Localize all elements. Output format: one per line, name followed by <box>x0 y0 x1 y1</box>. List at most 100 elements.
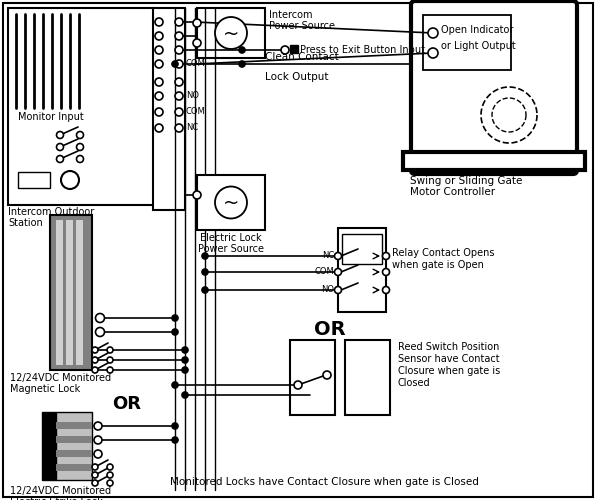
Circle shape <box>172 329 178 335</box>
Circle shape <box>175 92 183 100</box>
Text: Power Source: Power Source <box>198 244 264 254</box>
Circle shape <box>92 480 98 486</box>
Text: Clean Contact: Clean Contact <box>265 52 339 62</box>
Circle shape <box>383 286 390 294</box>
Circle shape <box>193 191 201 199</box>
Bar <box>66 220 73 365</box>
Text: NC: NC <box>186 124 198 132</box>
Circle shape <box>155 46 163 54</box>
Circle shape <box>155 60 163 68</box>
Circle shape <box>172 61 178 67</box>
Bar <box>423 15 511 70</box>
Circle shape <box>107 480 113 486</box>
Bar <box>197 8 265 58</box>
Bar <box>56 412 92 480</box>
Bar <box>197 175 265 230</box>
Bar <box>56 436 92 443</box>
Circle shape <box>57 132 64 138</box>
Circle shape <box>57 156 64 162</box>
Bar <box>338 228 386 312</box>
Circle shape <box>107 472 113 478</box>
Bar <box>56 220 63 365</box>
Text: OR: OR <box>112 395 141 413</box>
Text: NC: NC <box>322 252 334 260</box>
Bar <box>290 45 298 53</box>
Text: Reed Switch Position: Reed Switch Position <box>398 342 499 352</box>
Text: Motor Controller: Motor Controller <box>410 187 495 197</box>
Circle shape <box>57 144 64 150</box>
Bar <box>50 215 92 370</box>
Bar <box>76 220 83 365</box>
Bar <box>153 8 185 210</box>
Circle shape <box>334 252 342 260</box>
Text: 12/24VDC Monitored: 12/24VDC Monitored <box>10 373 111 383</box>
Circle shape <box>281 46 289 54</box>
Circle shape <box>175 108 183 116</box>
Text: Sensor have Contact: Sensor have Contact <box>398 354 499 364</box>
Bar <box>56 450 92 457</box>
Text: Swing or Sliding Gate: Swing or Sliding Gate <box>410 176 522 186</box>
Text: or Light Output: or Light Output <box>441 41 516 51</box>
Circle shape <box>76 156 83 162</box>
Circle shape <box>193 39 201 47</box>
Bar <box>42 412 56 480</box>
Text: ~: ~ <box>223 24 239 44</box>
Circle shape <box>155 78 163 86</box>
Text: Closed: Closed <box>398 378 431 388</box>
Circle shape <box>95 328 104 336</box>
Circle shape <box>172 382 178 388</box>
Text: NO: NO <box>321 286 334 294</box>
Bar <box>8 8 155 205</box>
Circle shape <box>428 48 438 58</box>
Circle shape <box>202 269 208 275</box>
Text: Press to Exit Button Input: Press to Exit Button Input <box>300 45 425 55</box>
Bar <box>18 172 50 188</box>
Circle shape <box>92 347 98 353</box>
Text: Intercom Outdoor: Intercom Outdoor <box>8 207 94 217</box>
Circle shape <box>182 392 188 398</box>
Circle shape <box>428 28 438 38</box>
Bar <box>342 234 382 264</box>
Circle shape <box>334 286 342 294</box>
Circle shape <box>107 357 113 363</box>
Text: Intercom: Intercom <box>269 10 312 20</box>
Text: Electric Strike Lock: Electric Strike Lock <box>10 497 103 500</box>
Text: COM: COM <box>186 108 206 116</box>
Bar <box>290 340 335 415</box>
Circle shape <box>172 315 178 321</box>
Circle shape <box>155 108 163 116</box>
Text: OR: OR <box>314 320 346 339</box>
Text: Power Source: Power Source <box>269 21 335 31</box>
Circle shape <box>76 132 83 138</box>
Circle shape <box>92 357 98 363</box>
Text: Closure when gate is: Closure when gate is <box>398 366 500 376</box>
Circle shape <box>239 61 245 67</box>
Text: Monitored Locks have Contact Closure when gate is Closed: Monitored Locks have Contact Closure whe… <box>170 477 479 487</box>
Circle shape <box>175 46 183 54</box>
Text: Monitor Input: Monitor Input <box>18 112 84 122</box>
Circle shape <box>323 371 331 379</box>
Text: COM: COM <box>186 60 206 68</box>
Circle shape <box>92 472 98 478</box>
Circle shape <box>175 32 183 40</box>
Circle shape <box>107 347 113 353</box>
Circle shape <box>182 367 188 373</box>
Circle shape <box>383 268 390 276</box>
Circle shape <box>215 17 247 49</box>
Bar <box>345 340 390 415</box>
Circle shape <box>215 186 247 218</box>
Circle shape <box>76 144 83 150</box>
FancyBboxPatch shape <box>411 1 577 174</box>
Circle shape <box>334 268 342 276</box>
Text: 12/24VDC Monitored: 12/24VDC Monitored <box>10 486 111 496</box>
Circle shape <box>94 450 102 458</box>
Circle shape <box>155 18 163 26</box>
Text: Lock Output: Lock Output <box>265 72 328 82</box>
Circle shape <box>202 253 208 259</box>
Bar <box>403 152 585 170</box>
Circle shape <box>239 47 245 53</box>
Circle shape <box>155 124 163 132</box>
Circle shape <box>175 18 183 26</box>
Text: Station: Station <box>8 218 43 228</box>
Circle shape <box>107 464 113 470</box>
